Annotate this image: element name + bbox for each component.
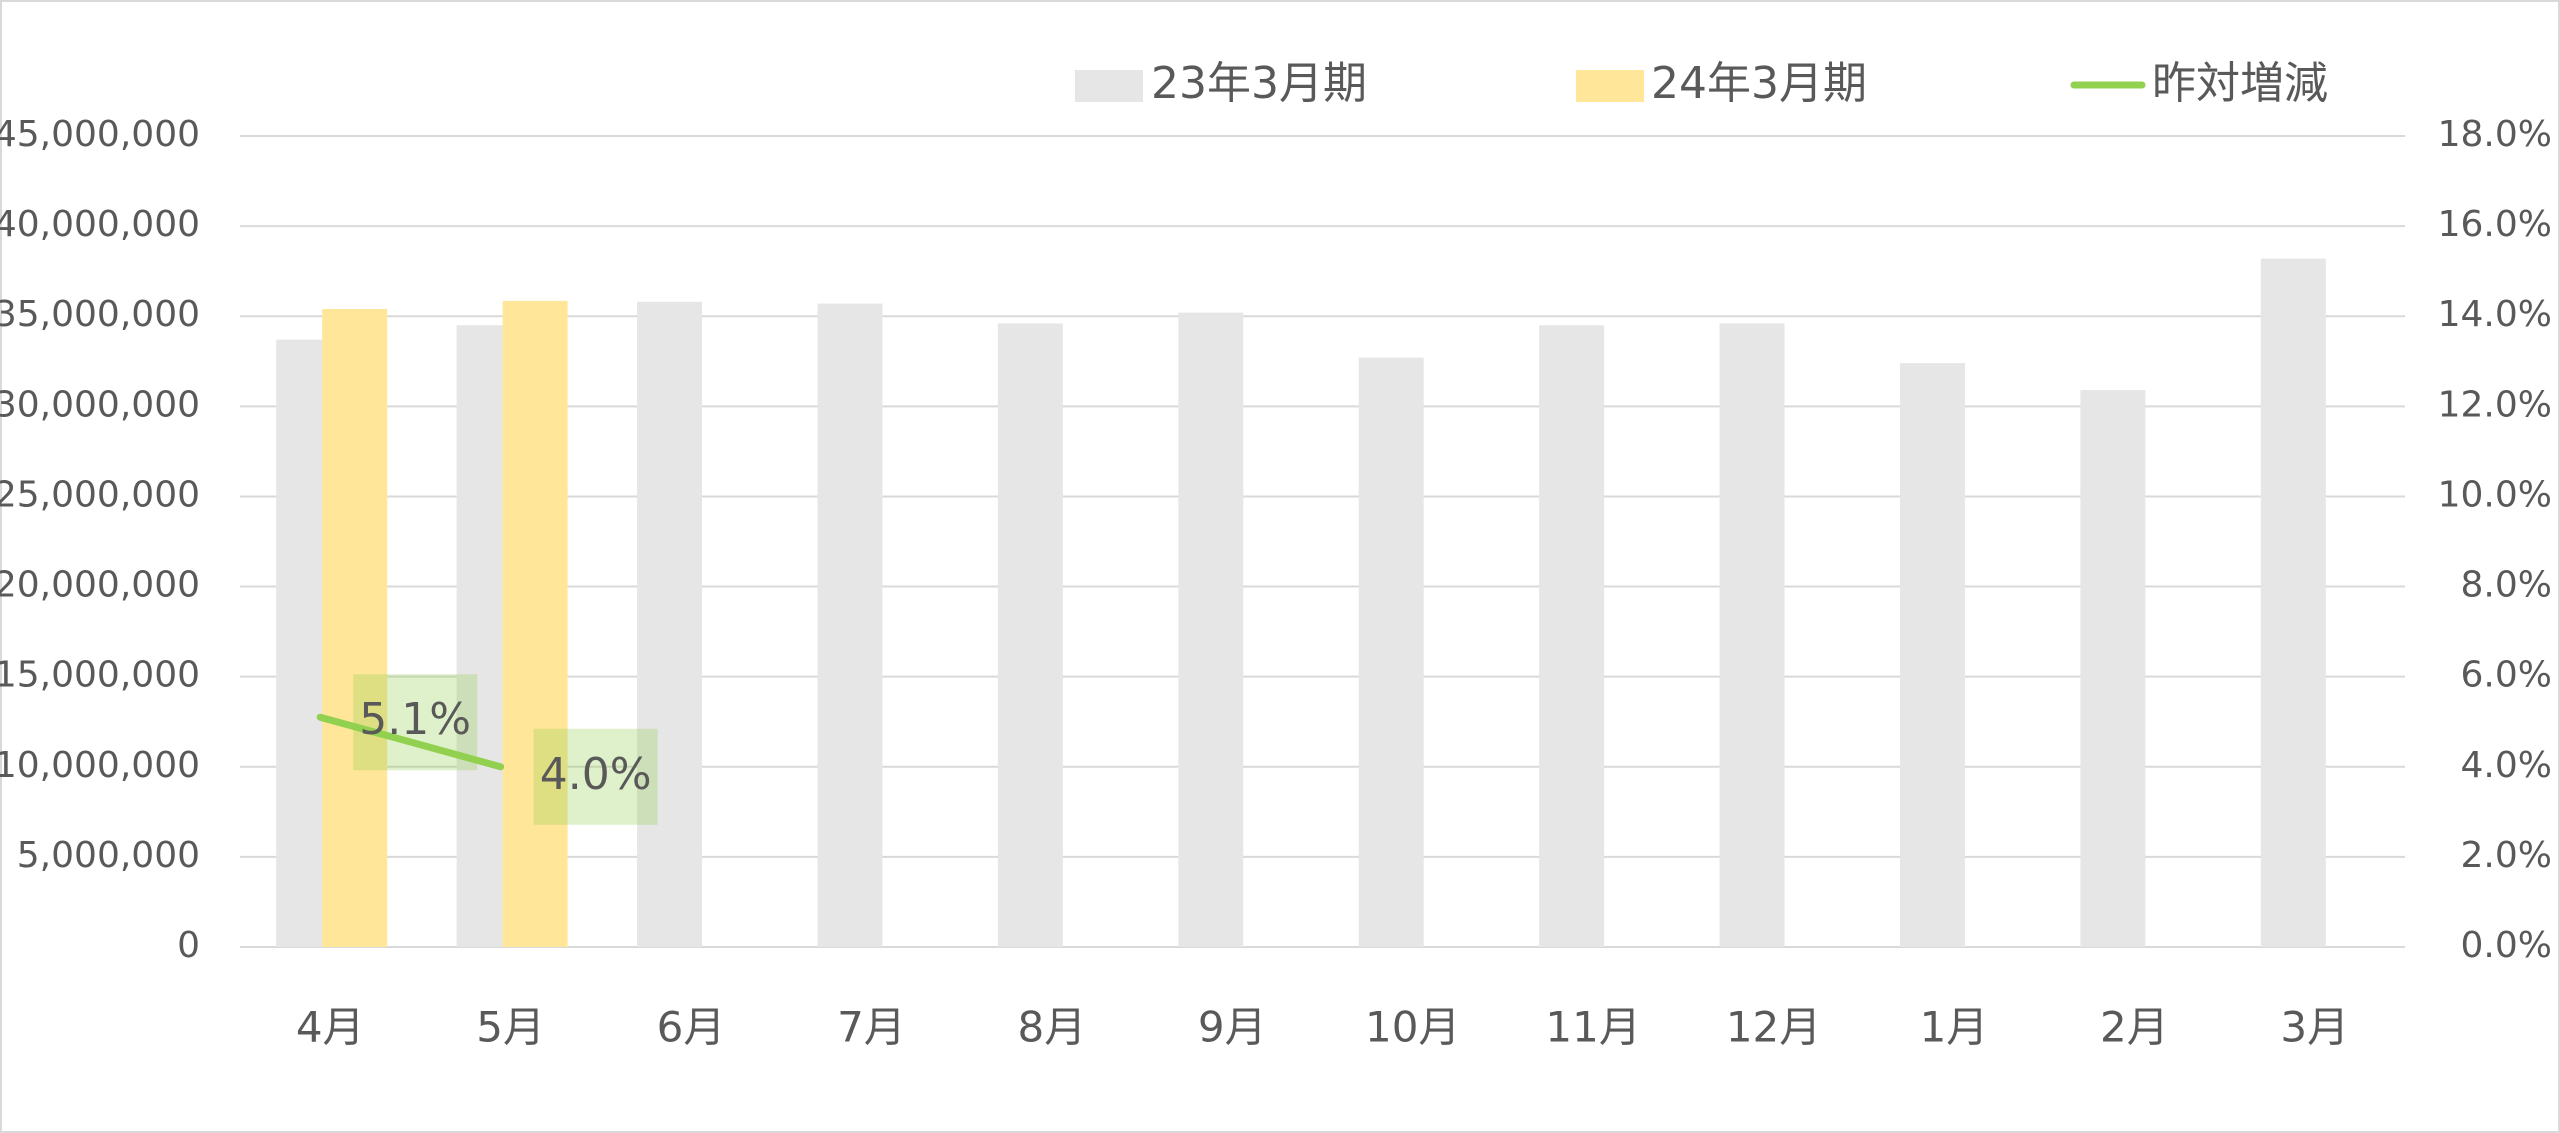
bar xyxy=(1539,325,1605,947)
y2-tick-label: 6.0% xyxy=(2461,655,2552,696)
y2-tick-label: 14.0% xyxy=(2438,294,2552,335)
y2-tick-label: 4.0% xyxy=(2461,745,2552,786)
data-label: 4.0% xyxy=(540,749,652,800)
y2-tick-label: 8.0% xyxy=(2461,565,2552,606)
bar xyxy=(2260,258,2326,947)
legend-swatch xyxy=(1576,70,1644,102)
x-tick-label: 7月 xyxy=(837,1003,906,1052)
y-tick-label: 25,000,000 xyxy=(0,474,200,515)
y-tick-label: 40,000,000 xyxy=(0,204,200,245)
bar xyxy=(502,300,568,947)
x-tick-label: 12月 xyxy=(1726,1003,1821,1052)
legend-label: 23年3月期 xyxy=(1151,58,1367,109)
y-tick-label: 35,000,000 xyxy=(0,294,200,335)
data-label-box xyxy=(533,728,658,825)
bar xyxy=(637,301,703,947)
y-tick-label: 30,000,000 xyxy=(0,384,200,425)
bar xyxy=(2080,390,2146,947)
x-tick-label: 4月 xyxy=(296,1003,365,1052)
x-tick-label: 1月 xyxy=(1920,1003,1989,1052)
bar xyxy=(1719,323,1785,947)
legend-label: 24年3月期 xyxy=(1651,58,1867,109)
y2-tick-label: 0.0% xyxy=(2461,925,2552,966)
x-tick-label: 11月 xyxy=(1545,1003,1640,1052)
y2-tick-label: 18.0% xyxy=(2438,114,2552,155)
x-tick-label: 8月 xyxy=(1018,1003,1087,1052)
y2-tick-label: 12.0% xyxy=(2438,384,2552,425)
y-tick-label: 5,000,000 xyxy=(17,835,200,876)
data-label-box xyxy=(353,674,478,771)
line xyxy=(316,713,505,771)
y2-tick-label: 16.0% xyxy=(2438,204,2552,245)
bar xyxy=(1358,357,1424,947)
bar xyxy=(1178,312,1244,947)
y-tick-label: 0 xyxy=(177,925,200,966)
y2-tick-label: 10.0% xyxy=(2438,474,2552,515)
x-tick-label: 2月 xyxy=(2100,1003,2169,1052)
x-tick-label: 3月 xyxy=(2280,1003,2349,1052)
bar xyxy=(997,323,1063,947)
bar xyxy=(817,303,883,947)
legend-swatch xyxy=(1075,70,1143,102)
x-tick-label: 10月 xyxy=(1365,1003,1460,1052)
x-tick-label: 9月 xyxy=(1198,1003,1267,1052)
y-tick-label: 20,000,000 xyxy=(0,565,200,606)
bar xyxy=(1899,363,1965,948)
bar xyxy=(322,309,388,948)
x-tick-label: 5月 xyxy=(476,1003,545,1052)
legend-label: 昨対増減 xyxy=(2152,58,2328,109)
data-label: 5.1% xyxy=(359,694,471,745)
y-tick-label: 45,000,000 xyxy=(0,114,200,155)
y-tick-label: 10,000,000 xyxy=(0,745,200,786)
y-tick-label: 15,000,000 xyxy=(0,655,200,696)
x-tick-label: 6月 xyxy=(657,1003,726,1052)
y2-tick-label: 2.0% xyxy=(2461,835,2552,876)
